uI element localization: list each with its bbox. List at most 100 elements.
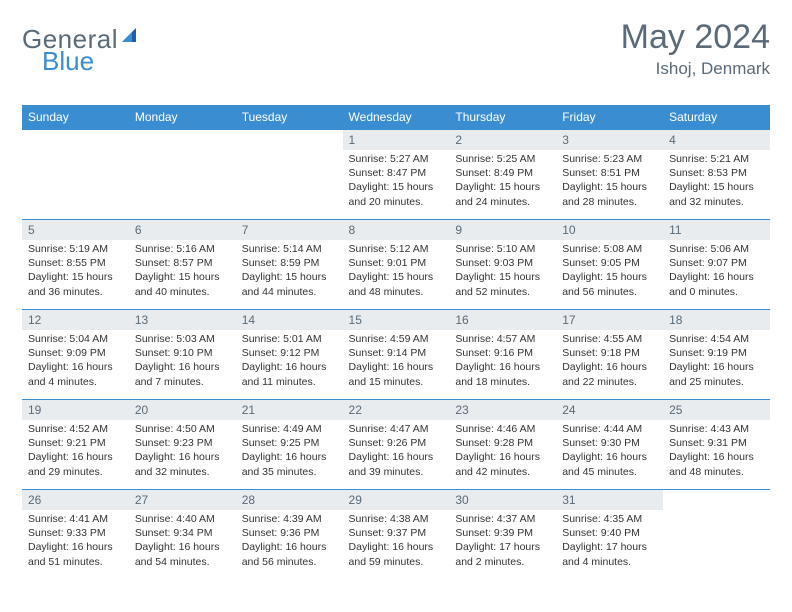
day-data: Sunrise: 4:49 AMSunset: 9:25 PMDaylight:…: [236, 420, 343, 483]
calendar-cell: 22Sunrise: 4:47 AMSunset: 9:26 PMDayligh…: [343, 400, 450, 490]
weekday-header: Thursday: [449, 105, 556, 130]
day-data: Sunrise: 4:46 AMSunset: 9:28 PMDaylight:…: [449, 420, 556, 483]
day-data: Sunrise: 5:23 AMSunset: 8:51 PMDaylight:…: [556, 150, 663, 213]
calendar-cell: 10Sunrise: 5:08 AMSunset: 9:05 PMDayligh…: [556, 220, 663, 310]
day-number: 26: [22, 490, 129, 510]
day-data: Sunrise: 5:06 AMSunset: 9:07 PMDaylight:…: [663, 240, 770, 303]
calendar-cell: [22, 130, 129, 220]
calendar-week: 19Sunrise: 4:52 AMSunset: 9:21 PMDayligh…: [22, 400, 770, 490]
day-number: 16: [449, 310, 556, 330]
day-number: 9: [449, 220, 556, 240]
calendar-cell: 26Sunrise: 4:41 AMSunset: 9:33 PMDayligh…: [22, 490, 129, 580]
calendar-cell: [663, 490, 770, 580]
calendar-cell: 11Sunrise: 5:06 AMSunset: 9:07 PMDayligh…: [663, 220, 770, 310]
calendar-cell: 8Sunrise: 5:12 AMSunset: 9:01 PMDaylight…: [343, 220, 450, 310]
day-number: 29: [343, 490, 450, 510]
day-number: 7: [236, 220, 343, 240]
day-data: Sunrise: 5:19 AMSunset: 8:55 PMDaylight:…: [22, 240, 129, 303]
day-number: [236, 130, 343, 150]
day-data: Sunrise: 5:08 AMSunset: 9:05 PMDaylight:…: [556, 240, 663, 303]
calendar-cell: 18Sunrise: 4:54 AMSunset: 9:19 PMDayligh…: [663, 310, 770, 400]
title-block: May 2024 Ishoj, Denmark: [621, 18, 770, 79]
day-data: Sunrise: 4:57 AMSunset: 9:16 PMDaylight:…: [449, 330, 556, 393]
weekday-header: Wednesday: [343, 105, 450, 130]
calendar-week: 26Sunrise: 4:41 AMSunset: 9:33 PMDayligh…: [22, 490, 770, 580]
calendar-cell: 30Sunrise: 4:37 AMSunset: 9:39 PMDayligh…: [449, 490, 556, 580]
brand-part2: Blue: [42, 46, 94, 77]
calendar-page: General May 2024 Ishoj, Denmark Blue Sun…: [0, 0, 792, 590]
day-number: [663, 490, 770, 510]
day-data: Sunrise: 4:40 AMSunset: 9:34 PMDaylight:…: [129, 510, 236, 573]
day-number: [129, 130, 236, 150]
day-data: Sunrise: 4:52 AMSunset: 9:21 PMDaylight:…: [22, 420, 129, 483]
day-data: Sunrise: 5:25 AMSunset: 8:49 PMDaylight:…: [449, 150, 556, 213]
day-data: Sunrise: 4:43 AMSunset: 9:31 PMDaylight:…: [663, 420, 770, 483]
day-number: 22: [343, 400, 450, 420]
day-number: 14: [236, 310, 343, 330]
calendar-week: 12Sunrise: 5:04 AMSunset: 9:09 PMDayligh…: [22, 310, 770, 400]
day-number: [22, 130, 129, 150]
day-number: 13: [129, 310, 236, 330]
calendar-cell: 31Sunrise: 4:35 AMSunset: 9:40 PMDayligh…: [556, 490, 663, 580]
day-number: 3: [556, 130, 663, 150]
calendar-cell: 4Sunrise: 5:21 AMSunset: 8:53 PMDaylight…: [663, 130, 770, 220]
calendar-cell: 23Sunrise: 4:46 AMSunset: 9:28 PMDayligh…: [449, 400, 556, 490]
calendar-body: 1Sunrise: 5:27 AMSunset: 8:47 PMDaylight…: [22, 130, 770, 580]
calendar-cell: 24Sunrise: 4:44 AMSunset: 9:30 PMDayligh…: [556, 400, 663, 490]
day-number: 19: [22, 400, 129, 420]
day-data: Sunrise: 4:47 AMSunset: 9:26 PMDaylight:…: [343, 420, 450, 483]
day-data: Sunrise: 5:10 AMSunset: 9:03 PMDaylight:…: [449, 240, 556, 303]
calendar-cell: 5Sunrise: 5:19 AMSunset: 8:55 PMDaylight…: [22, 220, 129, 310]
day-number: 21: [236, 400, 343, 420]
calendar-cell: 9Sunrise: 5:10 AMSunset: 9:03 PMDaylight…: [449, 220, 556, 310]
weekday-header: Friday: [556, 105, 663, 130]
calendar-cell: 1Sunrise: 5:27 AMSunset: 8:47 PMDaylight…: [343, 130, 450, 220]
day-number: 31: [556, 490, 663, 510]
day-data: Sunrise: 4:50 AMSunset: 9:23 PMDaylight:…: [129, 420, 236, 483]
day-data: Sunrise: 4:55 AMSunset: 9:18 PMDaylight:…: [556, 330, 663, 393]
weekday-header: Monday: [129, 105, 236, 130]
day-number: 15: [343, 310, 450, 330]
day-data: Sunrise: 4:54 AMSunset: 9:19 PMDaylight:…: [663, 330, 770, 393]
day-number: 28: [236, 490, 343, 510]
page-header: General May 2024 Ishoj, Denmark: [22, 18, 770, 79]
calendar-grid: SundayMondayTuesdayWednesdayThursdayFrid…: [22, 105, 770, 580]
month-title: May 2024: [621, 18, 770, 57]
calendar-cell: 19Sunrise: 4:52 AMSunset: 9:21 PMDayligh…: [22, 400, 129, 490]
calendar-cell: 2Sunrise: 5:25 AMSunset: 8:49 PMDaylight…: [449, 130, 556, 220]
day-data: Sunrise: 4:37 AMSunset: 9:39 PMDaylight:…: [449, 510, 556, 573]
day-number: 6: [129, 220, 236, 240]
day-data: Sunrise: 5:14 AMSunset: 8:59 PMDaylight:…: [236, 240, 343, 303]
day-number: 27: [129, 490, 236, 510]
calendar-cell: 13Sunrise: 5:03 AMSunset: 9:10 PMDayligh…: [129, 310, 236, 400]
calendar-cell: 17Sunrise: 4:55 AMSunset: 9:18 PMDayligh…: [556, 310, 663, 400]
calendar-cell: 29Sunrise: 4:38 AMSunset: 9:37 PMDayligh…: [343, 490, 450, 580]
day-number: 1: [343, 130, 450, 150]
location-label: Ishoj, Denmark: [621, 59, 770, 79]
calendar-cell: 20Sunrise: 4:50 AMSunset: 9:23 PMDayligh…: [129, 400, 236, 490]
sail-icon: [120, 26, 140, 46]
calendar-cell: 3Sunrise: 5:23 AMSunset: 8:51 PMDaylight…: [556, 130, 663, 220]
calendar-cell: 15Sunrise: 4:59 AMSunset: 9:14 PMDayligh…: [343, 310, 450, 400]
day-number: 25: [663, 400, 770, 420]
day-number: 8: [343, 220, 450, 240]
calendar-cell: 14Sunrise: 5:01 AMSunset: 9:12 PMDayligh…: [236, 310, 343, 400]
calendar-cell: 25Sunrise: 4:43 AMSunset: 9:31 PMDayligh…: [663, 400, 770, 490]
calendar-cell: 12Sunrise: 5:04 AMSunset: 9:09 PMDayligh…: [22, 310, 129, 400]
day-data: Sunrise: 5:01 AMSunset: 9:12 PMDaylight:…: [236, 330, 343, 393]
day-data: Sunrise: 5:27 AMSunset: 8:47 PMDaylight:…: [343, 150, 450, 213]
day-data: Sunrise: 5:03 AMSunset: 9:10 PMDaylight:…: [129, 330, 236, 393]
day-data: Sunrise: 4:59 AMSunset: 9:14 PMDaylight:…: [343, 330, 450, 393]
day-number: 2: [449, 130, 556, 150]
day-number: 24: [556, 400, 663, 420]
calendar-week: 5Sunrise: 5:19 AMSunset: 8:55 PMDaylight…: [22, 220, 770, 310]
day-number: 17: [556, 310, 663, 330]
day-data: Sunrise: 4:35 AMSunset: 9:40 PMDaylight:…: [556, 510, 663, 573]
day-number: 12: [22, 310, 129, 330]
weekday-header: Tuesday: [236, 105, 343, 130]
day-number: 5: [22, 220, 129, 240]
day-data: Sunrise: 4:38 AMSunset: 9:37 PMDaylight:…: [343, 510, 450, 573]
calendar-cell: 6Sunrise: 5:16 AMSunset: 8:57 PMDaylight…: [129, 220, 236, 310]
day-data: Sunrise: 4:39 AMSunset: 9:36 PMDaylight:…: [236, 510, 343, 573]
day-data: Sunrise: 5:21 AMSunset: 8:53 PMDaylight:…: [663, 150, 770, 213]
